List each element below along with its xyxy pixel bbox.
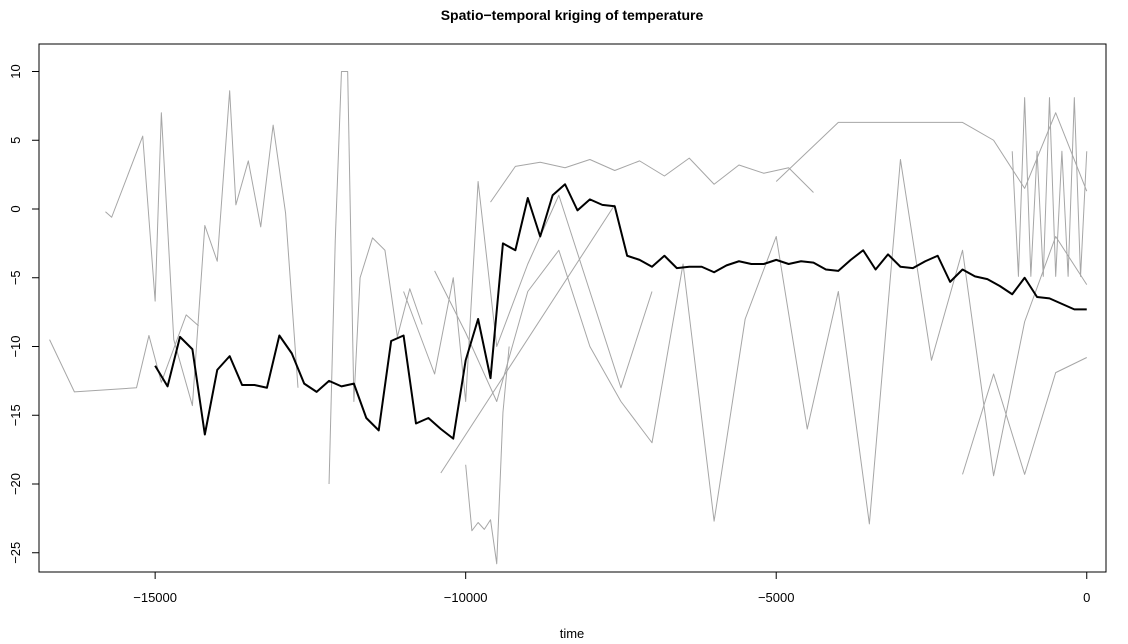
chart-title: Spatio−temporal kriging of temperature (441, 7, 704, 23)
y-tick-label: 10 (8, 64, 23, 78)
series-line (775, 112, 1088, 192)
y-tick-label: 0 (8, 205, 23, 212)
x-tick-label: 0 (1083, 590, 1090, 605)
x-tick-label: −10000 (444, 590, 488, 605)
x-tick-label: −15000 (133, 590, 177, 605)
y-tick-label: −20 (8, 473, 23, 495)
series-line (328, 71, 423, 485)
plot-frame (38, 43, 1107, 573)
y-tick-label: −15 (8, 404, 23, 426)
x-tick-label: −5000 (758, 590, 795, 605)
series-line (490, 157, 814, 203)
series-line (49, 314, 199, 393)
series-line (434, 159, 1088, 525)
y-tick-label: −10 (8, 335, 23, 357)
x-axis-label: time (560, 626, 585, 641)
series-line (440, 204, 616, 474)
y-tick-label: −5 (8, 270, 23, 285)
series-line (1011, 97, 1088, 277)
series-line (105, 90, 299, 407)
series-line (154, 183, 1087, 440)
series-line (465, 346, 510, 565)
y-tick-label: −25 (8, 542, 23, 564)
y-tick-label: 5 (8, 137, 23, 144)
series-line (403, 181, 653, 402)
series-line (962, 357, 1087, 475)
